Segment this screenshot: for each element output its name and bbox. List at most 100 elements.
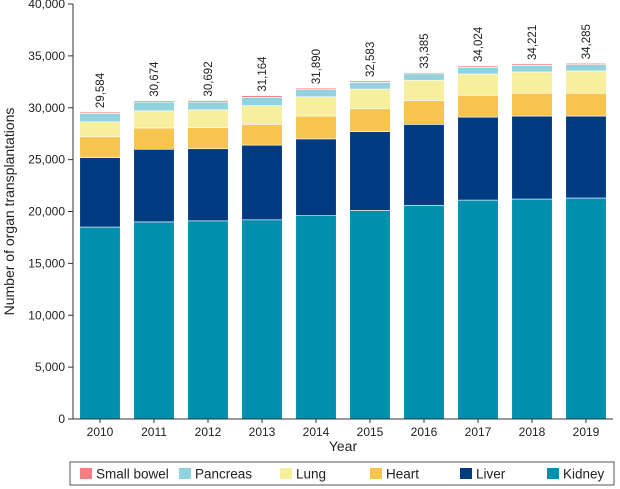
bar-segment-liver-2011 (133, 148, 175, 223)
bar-segment-pancreas-2014 (295, 89, 337, 98)
bar-segment-pancreas-2019 (565, 64, 607, 72)
bar-segment-heart-2012 (187, 127, 229, 150)
legend-label-small-bowel: Small bowel (96, 467, 169, 482)
legend-swatch-liver (460, 468, 472, 479)
bar-segment-lung-2014 (295, 96, 337, 117)
bar-segment-pancreas-2016 (403, 73, 445, 81)
y-tick-label: 40,000 (28, 0, 65, 11)
bar-segment-heart-2016 (403, 100, 445, 125)
bar-segment-kidney-2018 (511, 198, 553, 420)
legend-label-liver: Liver (476, 467, 506, 482)
total-label-2015: 32,583 (365, 42, 377, 77)
x-tick-label-2018: 2018 (519, 425, 546, 439)
bar-segment-pancreas-2015 (349, 82, 391, 90)
bar-segment-pancreas-2017 (457, 67, 499, 75)
bar-segment-small-bowel-2019 (565, 62, 607, 65)
total-label-2017: 34,024 (473, 26, 485, 62)
x-tick-label-2010: 2010 (87, 425, 114, 439)
bar-segment-lung-2011 (133, 110, 175, 129)
bar-segment-liver-2016 (403, 124, 445, 206)
bar-segment-heart-2014 (295, 115, 337, 140)
bar-segment-kidney-2014 (295, 215, 337, 420)
bar-segment-lung-2016 (403, 79, 445, 101)
bar-segment-lung-2010 (79, 121, 121, 138)
y-tick-label: 10,000 (28, 308, 65, 322)
bar-segment-kidney-2011 (133, 221, 175, 420)
bar-segment-kidney-2013 (241, 219, 283, 420)
bar-segment-pancreas-2010 (79, 113, 121, 123)
y-tick-label: 25,000 (28, 153, 65, 167)
bar-segment-pancreas-2018 (511, 65, 553, 73)
x-axis-title: Year (329, 438, 358, 454)
bar-segment-kidney-2012 (187, 220, 229, 420)
legend-label-heart: Heart (386, 467, 419, 482)
bar-segment-liver-2013 (241, 144, 283, 221)
bar-segment-pancreas-2011 (133, 101, 175, 112)
bar-segment-kidney-2010 (79, 226, 121, 420)
bar-segment-lung-2015 (349, 88, 391, 110)
bar-segment-small-bowel-2016 (403, 72, 445, 75)
bar-segment-heart-2013 (241, 124, 283, 146)
bar-segment-heart-2011 (133, 127, 175, 150)
x-tick-label-2011: 2011 (141, 425, 167, 439)
y-tick-label: 0 (58, 412, 65, 426)
bar-segment-small-bowel-2010 (79, 111, 121, 114)
y-tick-label: 20,000 (28, 205, 65, 219)
bar-segment-kidney-2017 (457, 199, 499, 420)
bar-segment-heart-2019 (565, 92, 607, 117)
legend-swatch-kidney (547, 468, 559, 479)
total-label-2019: 34,285 (581, 24, 593, 59)
x-tick-label-2015: 2015 (357, 425, 384, 439)
total-label-2010: 29,584 (95, 72, 107, 108)
bar-segment-lung-2013 (241, 105, 283, 125)
x-tick-label-2013: 2013 (249, 425, 276, 439)
y-tick-label: 35,000 (28, 49, 65, 63)
bar-segment-heart-2017 (457, 95, 499, 118)
y-tick-label: 15,000 (28, 256, 65, 270)
legend: Small bowel Pancreas Lung Heart Liver Kidney (69, 461, 615, 486)
y-tick-label: 30,000 (28, 101, 65, 115)
bar-segment-liver-2017 (457, 116, 499, 201)
bar-segment-small-bowel-2017 (457, 65, 499, 68)
legend-label-kidney: Kidney (563, 467, 605, 482)
x-tick-label-2014: 2014 (303, 425, 330, 439)
legend-box (69, 461, 615, 486)
bar-segment-lung-2017 (457, 73, 499, 96)
y-axis: 0 5,000 10,000 15,000 20,000 25,000 30,000 35,0… (28, 0, 74, 426)
bar-segment-pancreas-2013 (241, 97, 283, 106)
x-tick-label-2012: 2012 (195, 425, 222, 439)
total-label-2018: 34,221 (527, 25, 539, 60)
bar-segment-liver-2010 (79, 157, 121, 228)
y-axis-title: Number of organ transplantations (1, 108, 17, 316)
bar-segment-liver-2019 (565, 115, 607, 199)
bar-segment-small-bowel-2014 (295, 87, 337, 90)
x-tick-label-2016: 2016 (411, 425, 438, 439)
total-labels: 29,584 30,674 30,692 31,164 31,890 32,583 33,3… (95, 24, 593, 108)
bar-segment-lung-2018 (511, 71, 553, 94)
legend-label-lung: Lung (296, 467, 326, 482)
bar-segment-small-bowel-2011 (133, 100, 175, 103)
bar-segment-liver-2014 (295, 138, 337, 216)
bar-segment-kidney-2019 (565, 197, 607, 420)
bar-segment-liver-2012 (187, 148, 229, 222)
legend-label-pancreas: Pancreas (195, 467, 252, 482)
bar-segment-small-bowel-2018 (511, 63, 553, 66)
x-tick-label-2019: 2019 (573, 425, 600, 439)
x-axis: 2010 2011 2012 2013 2014 2015 2016 2017 2018 2019 (73, 418, 613, 439)
legend-swatch-small-bowel (80, 468, 92, 479)
bar-segment-small-bowel-2015 (349, 80, 391, 83)
total-label-2013: 31,164 (257, 56, 269, 92)
y-tick-label: 5,000 (35, 360, 65, 374)
bar-segment-pancreas-2012 (187, 101, 229, 111)
bar-segment-liver-2018 (511, 115, 553, 200)
bars-group (79, 62, 607, 420)
bar-segment-kidney-2015 (349, 210, 391, 420)
bar-segment-small-bowel-2012 (187, 100, 229, 103)
legend-swatch-heart (370, 468, 382, 479)
bar-segment-heart-2018 (511, 92, 553, 117)
total-label-2011: 30,674 (149, 61, 161, 97)
total-label-2012: 30,692 (203, 61, 215, 96)
bar-segment-heart-2010 (79, 136, 121, 158)
legend-swatch-pancreas (179, 468, 191, 479)
